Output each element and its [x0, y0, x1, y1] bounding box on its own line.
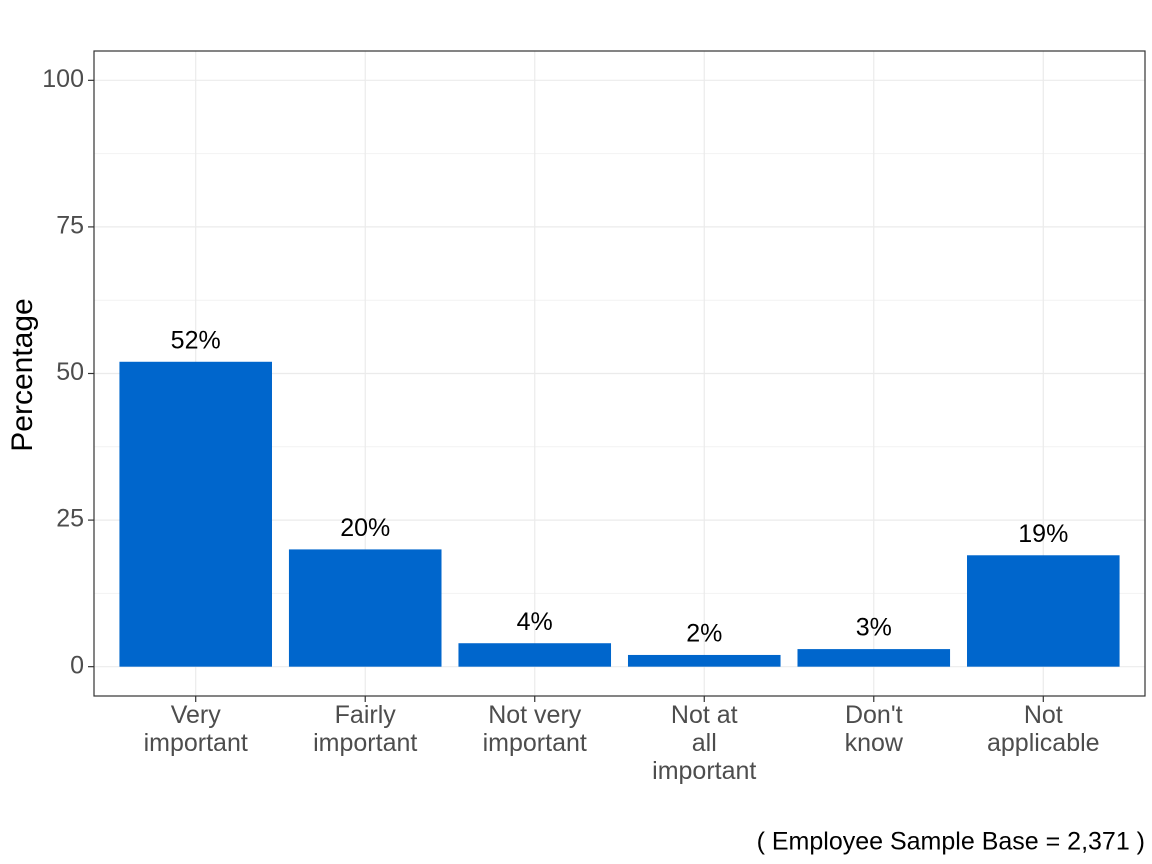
- panel-border: [93, 50, 1146, 697]
- y-tick-label: 100: [42, 65, 84, 93]
- value-label: 20%: [340, 514, 390, 542]
- y-tick-label: 0: [70, 651, 84, 679]
- y-tick-label: 50: [56, 358, 84, 386]
- y-tick-label: 25: [56, 505, 84, 533]
- bar: [288, 549, 442, 667]
- y-tick-label: 75: [56, 212, 84, 240]
- value-label: 4%: [517, 608, 553, 636]
- x-tick-label: Not very important: [482, 701, 587, 757]
- value-label: 2%: [686, 620, 722, 648]
- caption: ( Employee Sample Base = 2,371 ): [757, 828, 1145, 856]
- x-tick-label: Not at all important: [652, 701, 757, 785]
- value-label: 52%: [171, 326, 221, 354]
- x-tick-label: Very important: [143, 701, 248, 757]
- value-label: 3%: [856, 614, 892, 642]
- value-label: 19%: [1018, 520, 1068, 548]
- x-tick-label: Fairly important: [313, 701, 418, 757]
- x-tick-label: Don't know: [844, 701, 903, 757]
- y-axis-title: Percentage: [6, 298, 39, 451]
- bar: [119, 361, 272, 667]
- x-tick-label: Not applicable: [986, 701, 1100, 757]
- bar: [627, 654, 781, 667]
- bar: [797, 649, 951, 667]
- bar: [458, 643, 612, 667]
- bar: [967, 555, 1120, 667]
